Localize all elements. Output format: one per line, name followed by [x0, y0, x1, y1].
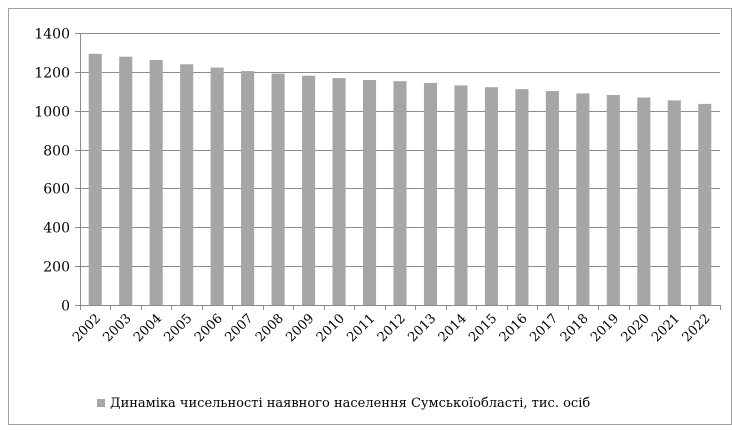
y-tick-label: 200: [43, 260, 70, 276]
bar-2008: [271, 73, 285, 305]
y-tick-label: 600: [43, 182, 70, 198]
bar-2021: [667, 100, 681, 305]
bar-2007: [241, 71, 255, 305]
bar-2010: [332, 78, 346, 306]
y-tick-label: 1400: [34, 27, 70, 43]
y-tick-label: 400: [43, 221, 70, 237]
bar-2014: [454, 85, 468, 305]
bar-2022: [698, 103, 712, 306]
bar-2009: [302, 75, 316, 305]
bar-2003: [119, 56, 133, 306]
legend-swatch: [97, 399, 105, 407]
bar-2013: [423, 82, 438, 305]
y-axis: 0 200 400 600 800 1000 1200 1400: [34, 27, 81, 315]
bar-2012: [393, 81, 407, 305]
bars-group: [88, 53, 712, 306]
y-tick-label: 800: [43, 144, 70, 160]
y-tick-label: 1200: [34, 66, 70, 82]
bar-2002: [88, 53, 102, 305]
bar-2019: [606, 94, 620, 305]
bar-2015: [484, 87, 498, 305]
bar-2016: [515, 89, 529, 305]
bar-2017: [545, 91, 559, 305]
bar-2018: [576, 93, 590, 306]
legend-label: Динаміка чисельності наявного населення …: [110, 396, 590, 411]
bar-2020: [637, 97, 651, 305]
y-tick-label: 1000: [34, 105, 70, 121]
bar-2011: [362, 80, 377, 305]
legend: Динаміка чисельності наявного населення …: [97, 396, 590, 411]
bar-2004: [149, 60, 163, 306]
y-tick-label: 0: [61, 299, 70, 315]
bar-2005: [180, 64, 194, 305]
bar-2006: [210, 67, 224, 305]
